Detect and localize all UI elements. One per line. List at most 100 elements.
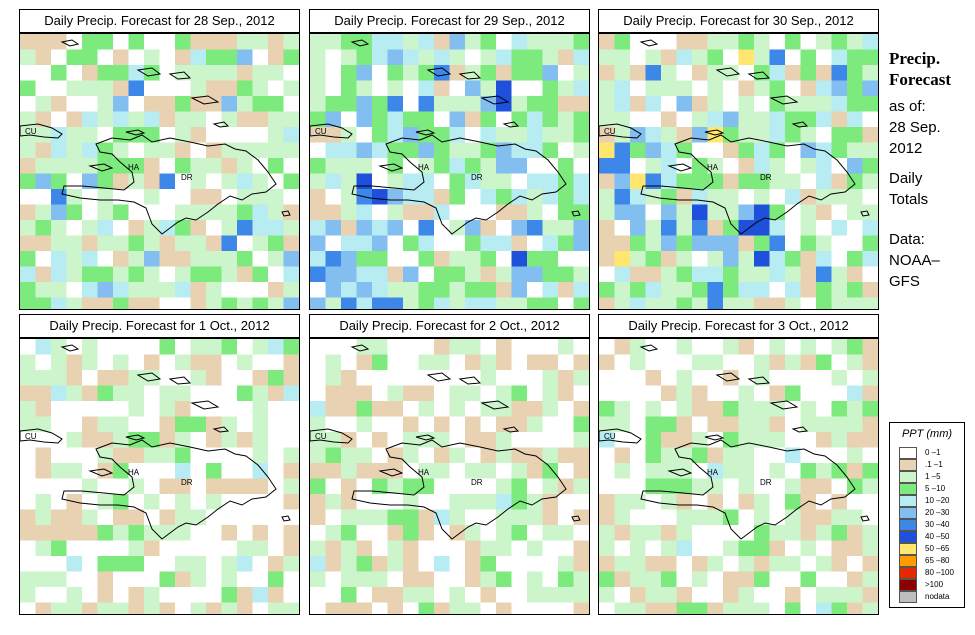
precip-cell — [449, 204, 466, 221]
precip-cell — [159, 401, 176, 418]
precip-cell — [527, 385, 544, 402]
precip-cell — [283, 80, 299, 97]
precip-cell — [418, 339, 435, 356]
precip-cell — [51, 463, 68, 480]
precip-cell — [465, 34, 482, 51]
precip-cell — [692, 158, 709, 175]
precip-cell — [20, 65, 37, 82]
coastline — [212, 426, 230, 433]
precip-cell — [831, 339, 848, 356]
precip-cell — [558, 96, 575, 113]
precip-cell — [356, 447, 373, 464]
precip-cell — [252, 571, 269, 588]
precip-cell — [449, 494, 466, 511]
precip-cell — [527, 297, 544, 309]
precip-cell — [630, 297, 647, 309]
precip-cell — [387, 571, 404, 588]
precip-cell — [20, 80, 37, 97]
precip-cell — [862, 220, 878, 237]
precip-cell — [465, 339, 482, 356]
precip-cell — [206, 65, 223, 82]
precip-cell — [738, 463, 755, 480]
precip-cell — [283, 111, 299, 128]
precip-cell — [862, 158, 878, 175]
precip-cell — [527, 49, 544, 66]
precip-cell — [113, 111, 130, 128]
precip-cell — [465, 602, 482, 614]
precip-cell — [190, 525, 207, 542]
precip-cell — [51, 49, 68, 66]
precip-cell — [66, 385, 83, 402]
coastline — [281, 210, 291, 217]
legend-label: 10 –20 — [925, 496, 950, 505]
precip-cell — [645, 266, 662, 283]
precip-cell — [325, 494, 342, 511]
precip-cell — [159, 525, 176, 542]
precip-cell — [542, 111, 559, 128]
precip-cell — [403, 34, 420, 51]
precip-cell — [769, 370, 786, 387]
precip-cell — [128, 416, 145, 433]
precip-cell — [206, 463, 223, 480]
coastline — [667, 163, 693, 172]
precip-cell — [20, 111, 37, 128]
precip-cell — [676, 354, 693, 371]
precip-cell — [66, 80, 83, 97]
precip-cell — [403, 65, 420, 82]
precip-cell — [190, 235, 207, 252]
precip-cell — [35, 447, 52, 464]
precip-cell — [707, 111, 724, 128]
precip-cell — [283, 189, 299, 206]
coastline — [310, 123, 353, 139]
precip-cell — [831, 447, 848, 464]
precip-cell — [707, 34, 724, 51]
legend-label: 50 –65 — [925, 544, 950, 553]
precip-cell — [785, 111, 802, 128]
precip-cell — [268, 34, 285, 51]
precip-cell — [465, 509, 482, 526]
precip-cell — [221, 235, 238, 252]
precip-cell — [465, 385, 482, 402]
precip-cell — [692, 401, 709, 418]
precip-cell — [372, 447, 389, 464]
precip-cell — [190, 49, 207, 66]
precip-cell — [403, 494, 420, 511]
precip-cell — [97, 158, 114, 175]
precip-cell — [661, 266, 678, 283]
precip-cell — [847, 204, 864, 221]
precip-cell — [511, 571, 528, 588]
precip-cell — [372, 571, 389, 588]
precip-cell — [465, 432, 482, 449]
precip-cell — [190, 142, 207, 159]
panel-title: Daily Precip. Forecast for 2 Oct., 2012 — [309, 314, 590, 338]
precip-cell — [614, 80, 631, 97]
precip-cell — [527, 354, 544, 371]
precip-cell — [159, 204, 176, 221]
precip-cell — [372, 266, 389, 283]
precip-cell — [252, 339, 269, 356]
precip-cell — [159, 34, 176, 51]
precip-cell — [527, 509, 544, 526]
precip-cell — [418, 34, 435, 51]
precip-cell — [692, 354, 709, 371]
precip-cell — [676, 587, 693, 604]
precip-cell — [542, 432, 559, 449]
precip-cell — [723, 235, 740, 252]
precip-cell — [175, 370, 192, 387]
precip-cell — [599, 525, 616, 542]
precip-cell — [785, 173, 802, 190]
precip-cell — [144, 401, 161, 418]
precip-cell — [785, 571, 802, 588]
precip-cell — [511, 602, 528, 614]
precip-cell — [97, 509, 114, 526]
precip-cell — [645, 220, 662, 237]
precip-cell — [785, 282, 802, 299]
precip-cell — [496, 282, 513, 299]
precip-cell — [614, 571, 631, 588]
precip-cell — [252, 34, 269, 51]
precip-cell — [449, 297, 466, 309]
precip-cell — [573, 447, 589, 464]
precip-cell — [723, 34, 740, 51]
precip-cell — [465, 416, 482, 433]
precip-cell — [434, 447, 451, 464]
